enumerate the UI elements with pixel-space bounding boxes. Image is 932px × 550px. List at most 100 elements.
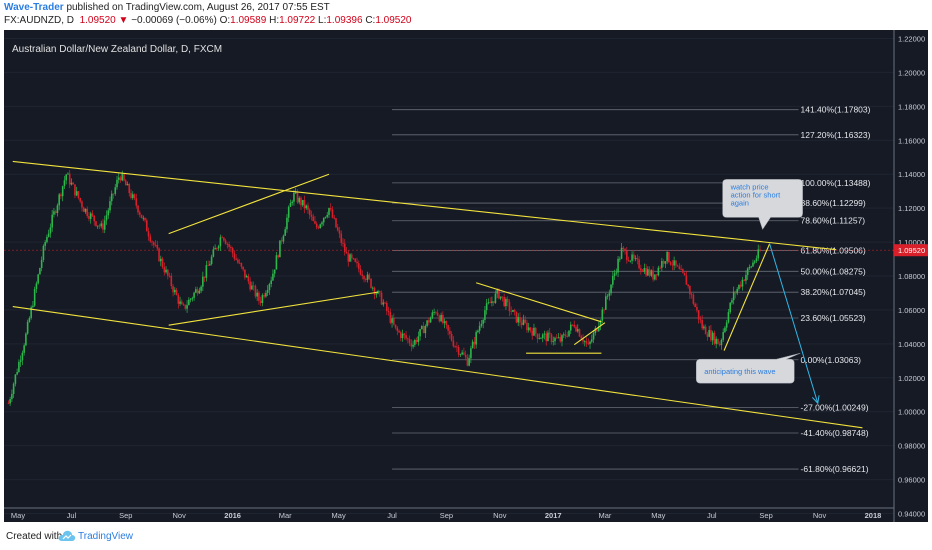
candle-body — [589, 341, 591, 344]
candle-body — [675, 260, 677, 266]
candle-body — [100, 223, 103, 227]
candle-body — [526, 322, 528, 331]
candle-body — [612, 276, 614, 285]
candle-body — [403, 333, 406, 336]
author-link[interactable]: Wave-Trader — [4, 2, 64, 13]
trendline[interactable] — [168, 173, 330, 235]
candle-body — [422, 325, 425, 334]
candle-body — [42, 245, 45, 260]
candle-body — [547, 332, 549, 342]
candle-body — [501, 296, 504, 298]
fib-level-label: 141.40%(1.17803) — [801, 105, 871, 115]
projection-arrow[interactable] — [769, 243, 820, 405]
candle-body — [273, 269, 276, 274]
candle-body — [517, 317, 520, 323]
candle-body — [391, 318, 393, 323]
candle-body — [68, 173, 71, 185]
candle-body — [95, 221, 97, 226]
candle-body — [266, 290, 269, 293]
candle-body — [359, 268, 362, 275]
current-price-label: 1.09520 — [898, 246, 925, 255]
candle-body — [237, 259, 239, 263]
candle-body — [645, 268, 647, 276]
candle-body — [650, 270, 653, 276]
candle-body — [350, 254, 353, 259]
candle-body — [515, 311, 518, 323]
candle-body — [592, 332, 595, 340]
candle-body — [407, 338, 409, 340]
candle-body — [576, 329, 579, 332]
price-tick-label: 1.12000 — [898, 204, 925, 213]
candle-body — [748, 266, 751, 269]
price-chart[interactable]: 141.40%(1.17803) 127.20%(1.16323) 100.00%(… — [4, 30, 928, 522]
candle-body — [605, 296, 607, 310]
chart-panel[interactable]: 141.40%(1.17803) 127.20%(1.16323) 100.00%(… — [4, 30, 928, 522]
trendline[interactable] — [168, 291, 379, 326]
symbol-label[interactable]: FX:AUDNZD, D — [4, 15, 74, 26]
fibonacci-levels: 141.40%(1.17803) 127.20%(1.16323) 100.00%(… — [4, 105, 894, 474]
candle-body — [664, 261, 667, 264]
price-axis[interactable]: 1.22000 1.20000 1.18000 1.16000 1.14000 1.120… — [893, 30, 928, 522]
candle-body — [755, 258, 758, 262]
candle-body — [242, 266, 244, 270]
candle-body — [168, 275, 171, 277]
callout-text: again — [731, 198, 749, 207]
candle-body — [438, 315, 441, 322]
candle-body — [188, 299, 190, 306]
candle-body — [366, 274, 369, 280]
trendline[interactable] — [12, 160, 837, 251]
candle-body — [49, 227, 52, 234]
candle-body — [181, 301, 183, 305]
candle-body — [221, 237, 223, 239]
candle-body — [470, 348, 472, 359]
trendlines[interactable] — [12, 160, 863, 429]
callout-bubble[interactable] — [696, 352, 801, 384]
projection-arrow-head[interactable] — [812, 395, 820, 405]
candle-body — [174, 289, 176, 293]
candle-body — [463, 352, 465, 355]
trendline[interactable] — [12, 305, 863, 429]
candle-body — [28, 317, 31, 322]
tradingview-cloud-icon[interactable] — [58, 529, 76, 543]
candle-body — [669, 262, 672, 265]
time-axis[interactable]: May Jul Sep Nov 2016 Mar May Jul Sep Nov 2017 Mar Ma… — [4, 507, 894, 520]
candle-body — [216, 248, 218, 249]
trendline[interactable] — [475, 282, 602, 323]
candle-body — [382, 302, 385, 305]
candle-body — [636, 258, 639, 260]
time-tick-label: Nov — [813, 511, 827, 520]
candle-body — [400, 332, 402, 339]
candle-body — [251, 285, 253, 290]
candle-body — [732, 291, 735, 301]
candle-body — [386, 302, 388, 311]
candle-body — [424, 325, 427, 334]
candle-body — [689, 286, 691, 295]
candle-body — [356, 261, 358, 264]
candle-body — [205, 265, 208, 278]
projection-arrow-line[interactable] — [769, 243, 819, 404]
candle-body — [357, 263, 360, 269]
candle-body — [435, 312, 437, 313]
candle-body — [478, 325, 481, 331]
candle-body — [671, 264, 674, 266]
trendline[interactable] — [723, 243, 771, 351]
candle-body — [531, 330, 534, 336]
candle-body — [620, 247, 623, 259]
candle-body — [552, 341, 555, 342]
trendline[interactable] — [573, 322, 606, 346]
candle-body — [172, 286, 174, 293]
candle-body — [540, 338, 542, 339]
candle-body — [573, 324, 576, 327]
candle-body — [722, 332, 724, 340]
candle-body — [545, 333, 548, 342]
callout-text: watch price — [730, 182, 769, 191]
tradingview-brand[interactable]: TradingView — [78, 531, 134, 542]
candle-body — [46, 236, 48, 243]
candle-body — [333, 217, 336, 219]
candle-body — [114, 187, 117, 194]
candle-body — [582, 338, 584, 342]
candle-body — [512, 310, 514, 312]
candle-body — [105, 215, 108, 221]
callout-bubble[interactable] — [722, 179, 803, 230]
